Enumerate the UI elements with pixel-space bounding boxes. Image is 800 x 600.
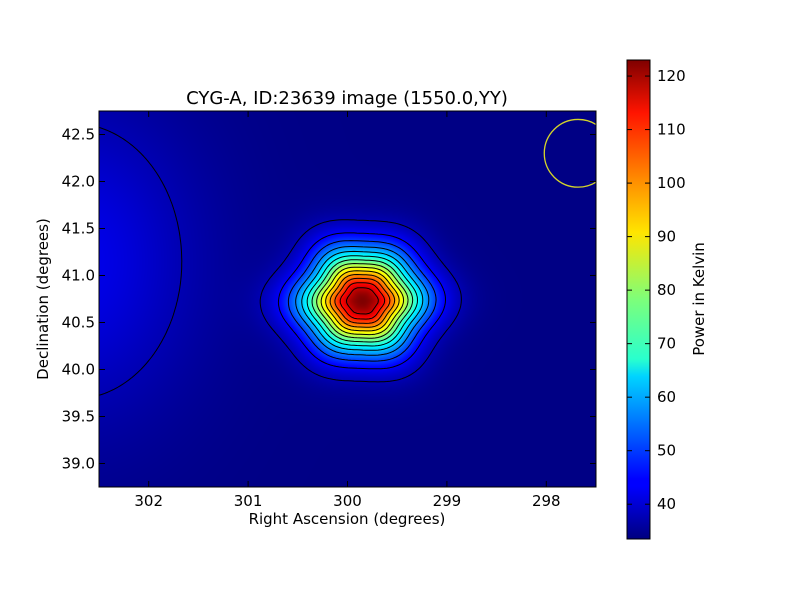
beam-ellipse [543,118,596,188]
contour-level [295,246,430,356]
chart-title: CYG-A, ID:23639 image (1550.0,YY) [186,88,508,109]
colorbar-title: Power in Kelvin [690,242,708,356]
contour-level [329,274,396,328]
contour-level [287,240,437,362]
x-tick-label: 301 [234,492,263,510]
contour-level [99,126,462,396]
colorbar-tick-label: 60 [657,388,676,406]
colorbar-ticks: 40 50 60 70 80 90 100 110 120 [627,67,686,513]
contour-level [301,250,424,351]
contour-level [316,263,409,339]
contour-level [325,270,400,332]
colorbar-tick-label: 120 [657,67,686,85]
x-tick-label: 299 [433,492,462,510]
contour-lines [99,126,462,396]
y-tick-label: 39.5 [62,408,95,426]
colorbar-gradient [627,60,650,539]
y-tick-label: 42.0 [62,173,95,191]
contour-level [311,259,414,343]
contour-level [277,232,446,370]
plot-area: 302 301 300 299 298 39.0 39.5 40.0 40.5 41.0 41.5… [62,110,597,510]
colorbar-tick-label: 50 [657,442,676,460]
contour-level [320,266,405,336]
x-tick-label: 298 [532,492,561,510]
colorbar-tick-label: 110 [657,121,686,139]
colorbar: 40 50 60 70 80 90 100 110 120 Power in Kelvin [626,59,708,540]
y-tick-label: 40.5 [62,314,95,332]
y-axis: 39.0 39.5 40.0 40.5 41.0 41.5 42.0 42.5 [62,126,596,473]
colorbar-frame [626,59,651,540]
contour-level [339,282,386,320]
contour-level [306,255,418,347]
x-axis: 302 301 300 299 298 [134,111,561,510]
x-tick-label: 302 [134,492,163,510]
y-tick-label: 42.5 [62,126,95,144]
y-tick-label: 39.0 [62,455,95,473]
colorbar-tick-label: 70 [657,335,676,353]
contour-level [346,287,379,315]
colorbar-tick-label: 80 [657,281,676,299]
x-axis-title: Right Ascension (degrees) [249,510,446,528]
y-tick-label: 41.5 [62,220,95,238]
heatmap-image [99,111,596,487]
y-tick-label: 41.0 [62,267,95,285]
y-tick-label: 40.0 [62,361,95,379]
colorbar-tick-label: 100 [657,174,686,192]
colorbar-tick-label: 40 [657,495,676,513]
colorbar-tick-label: 90 [657,228,676,246]
x-tick-label: 300 [333,492,362,510]
y-axis-title: Declination (degrees) [34,218,52,380]
contour-level [334,277,391,324]
